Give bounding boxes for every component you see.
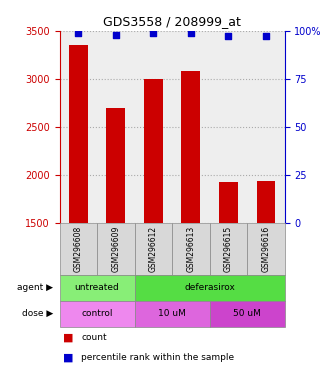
Point	[226, 33, 231, 40]
Text: 10 uM: 10 uM	[158, 309, 186, 318]
Text: deferasirox: deferasirox	[184, 283, 235, 292]
Text: GSM296609: GSM296609	[111, 225, 120, 272]
Point	[188, 30, 194, 36]
Text: untreated: untreated	[75, 283, 119, 292]
Bar	[107, 108, 125, 367]
Bar	[257, 182, 275, 367]
Bar	[219, 182, 238, 367]
Text: GSM296613: GSM296613	[186, 225, 195, 272]
Point	[263, 33, 268, 40]
Bar	[69, 45, 88, 367]
Text: ■: ■	[63, 353, 73, 362]
Point	[113, 31, 118, 38]
Bar	[144, 79, 163, 367]
Title: GDS3558 / 208999_at: GDS3558 / 208999_at	[103, 15, 241, 28]
Text: agent ▶: agent ▶	[17, 283, 53, 292]
Text: percentile rank within the sample: percentile rank within the sample	[81, 353, 234, 361]
Text: GSM296608: GSM296608	[74, 225, 83, 272]
Text: count: count	[81, 333, 107, 341]
Text: GSM296615: GSM296615	[224, 225, 233, 272]
Point	[151, 30, 156, 36]
Text: control: control	[81, 309, 113, 318]
Bar	[181, 71, 200, 367]
Text: dose ▶: dose ▶	[22, 309, 53, 318]
Text: 50 uM: 50 uM	[233, 309, 261, 318]
Point	[76, 30, 81, 36]
Text: GSM296616: GSM296616	[261, 225, 270, 272]
Text: ■: ■	[63, 333, 73, 343]
Text: GSM296612: GSM296612	[149, 225, 158, 272]
